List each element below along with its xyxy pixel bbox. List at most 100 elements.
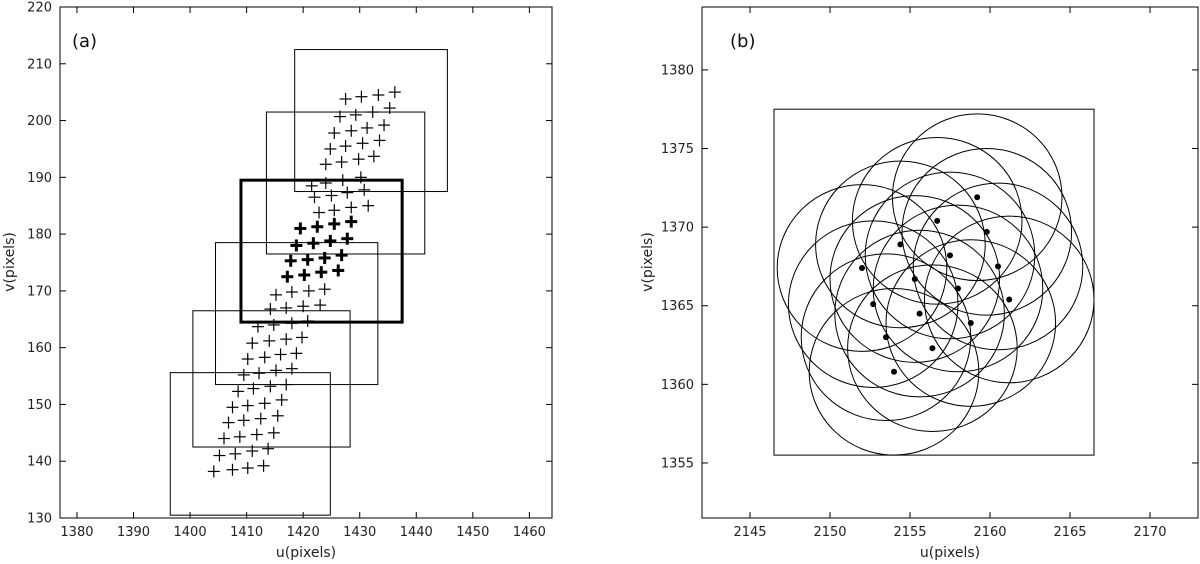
plus-point	[229, 447, 242, 460]
plus-point	[336, 174, 349, 187]
plus-point	[290, 347, 303, 360]
y-tick-label: 150	[27, 398, 52, 413]
plus-point	[254, 412, 267, 425]
x-tick-label: 1380	[60, 525, 93, 540]
search-circle	[912, 182, 1084, 351]
plus-point	[253, 367, 266, 380]
panel-label-a: (a)	[72, 31, 97, 52]
y-tick-label: 170	[27, 284, 52, 299]
plus-point	[267, 318, 280, 331]
plus-point	[270, 364, 283, 377]
y-tick-label: 1360	[661, 378, 694, 393]
x-axis-label-a: u(pixels)	[276, 545, 336, 561]
y-tick-label: 1375	[661, 142, 694, 157]
window-box	[192, 310, 351, 448]
x-tick-label: 1430	[343, 525, 376, 540]
y-tick-label: 220	[27, 1, 52, 16]
y-tick-label: 140	[27, 455, 52, 470]
search-circle	[847, 264, 1018, 433]
plus-point	[328, 127, 341, 140]
plus-point	[213, 449, 226, 462]
x-tick-label: 2165	[1053, 525, 1086, 540]
plus-point	[366, 106, 379, 119]
dot-point	[883, 334, 889, 341]
x-tick-label: 2155	[893, 525, 926, 540]
dot-point	[859, 265, 865, 272]
search-circle	[808, 287, 980, 456]
plus-point	[362, 199, 375, 212]
plus-point	[233, 430, 246, 443]
window-box	[294, 49, 448, 193]
window-box	[169, 372, 331, 516]
bold-window-box	[239, 178, 404, 324]
bold-plus-point	[290, 239, 303, 252]
plus-point	[345, 124, 358, 137]
plus-point	[356, 137, 369, 150]
plus-point	[355, 90, 368, 103]
dot-point	[929, 345, 936, 352]
plus-point	[222, 416, 235, 429]
plus-point	[258, 351, 271, 364]
plus-point	[305, 179, 318, 192]
plus-point	[339, 140, 352, 153]
panel-label-b: (b)	[730, 31, 755, 52]
panel-b: (b) u(pixels) v(pixels) 2145 2150 2155 2160…	[640, 6, 1199, 561]
dot-point	[897, 241, 904, 248]
plus-point	[280, 333, 293, 346]
dot-point	[1006, 296, 1013, 303]
search-circle	[851, 137, 1023, 305]
plus-point	[263, 334, 276, 347]
plus-point	[313, 206, 326, 219]
plus-point	[345, 201, 358, 214]
dot-point	[995, 263, 1001, 270]
window-box	[773, 108, 1095, 456]
search-circle	[829, 195, 1001, 363]
plus-point	[251, 320, 264, 333]
plus-point	[250, 428, 263, 441]
y-tick-label: 1380	[661, 63, 694, 78]
plus-point	[271, 409, 284, 422]
plus-point	[280, 301, 293, 314]
plus-point	[373, 134, 386, 147]
plus-point	[218, 432, 230, 445]
plot-area-a	[59, 6, 553, 519]
x-tick-label: 1400	[174, 525, 207, 540]
plus-point	[241, 462, 254, 475]
bold-plus-point	[281, 270, 294, 283]
dot-point	[934, 217, 941, 224]
dot-point	[911, 276, 918, 283]
plus-point	[308, 191, 321, 204]
plus-point	[341, 186, 354, 199]
plus-point	[285, 286, 298, 299]
y-tick-label: 210	[27, 57, 52, 72]
plus-point	[264, 380, 277, 393]
y-tick-label: 200	[27, 114, 52, 129]
plus-point	[226, 463, 239, 476]
plus-point	[237, 414, 250, 427]
y-tick-label: 1355	[661, 456, 694, 471]
search-circle	[815, 160, 986, 329]
plus-point	[319, 158, 332, 171]
plus-point	[264, 303, 277, 316]
plus-point	[246, 445, 259, 458]
plus-point	[237, 368, 250, 381]
plus-point	[367, 150, 380, 163]
plus-point	[262, 442, 275, 455]
plus-point	[378, 119, 391, 132]
plot-content-a	[169, 49, 448, 516]
plot-content-b	[773, 108, 1095, 456]
plus-point	[352, 153, 365, 166]
x-tick-label: 2145	[733, 525, 766, 540]
dot-point	[870, 301, 877, 308]
plus-point	[285, 317, 298, 330]
bold-plus-point	[298, 268, 311, 281]
bold-plus-point	[341, 232, 354, 245]
plus-point	[274, 348, 287, 361]
x-axis-label-b: u(pixels)	[920, 545, 980, 561]
bold-plus-point	[284, 254, 297, 267]
x-tick-label: 2160	[973, 525, 1006, 540]
plus-point	[275, 393, 288, 406]
plot-area-b	[701, 6, 1199, 519]
plus-point	[270, 288, 283, 301]
